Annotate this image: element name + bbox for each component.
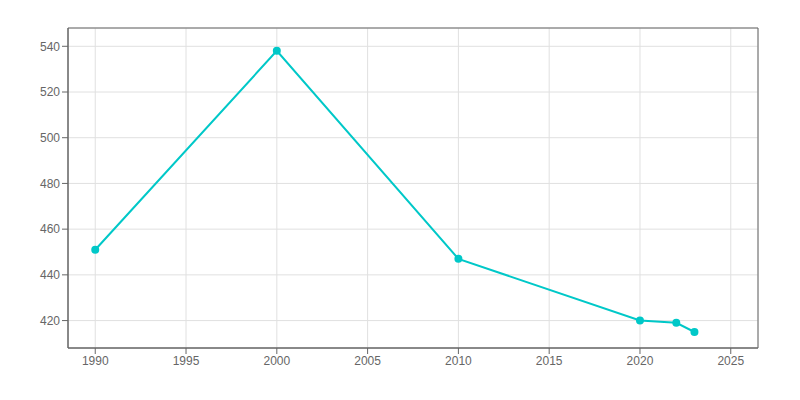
svg-text:2015: 2015 bbox=[536, 354, 563, 368]
svg-text:1990: 1990 bbox=[82, 354, 109, 368]
svg-text:420: 420 bbox=[40, 314, 60, 328]
svg-text:2005: 2005 bbox=[354, 354, 381, 368]
svg-text:1995: 1995 bbox=[173, 354, 200, 368]
svg-text:500: 500 bbox=[40, 131, 60, 145]
svg-text:2010: 2010 bbox=[445, 354, 472, 368]
svg-text:440: 440 bbox=[40, 268, 60, 282]
svg-text:2025: 2025 bbox=[717, 354, 744, 368]
svg-text:480: 480 bbox=[40, 177, 60, 191]
svg-text:520: 520 bbox=[40, 85, 60, 99]
svg-text:540: 540 bbox=[40, 40, 60, 54]
svg-text:460: 460 bbox=[40, 222, 60, 236]
svg-text:2020: 2020 bbox=[627, 354, 654, 368]
svg-text:2000: 2000 bbox=[263, 354, 290, 368]
